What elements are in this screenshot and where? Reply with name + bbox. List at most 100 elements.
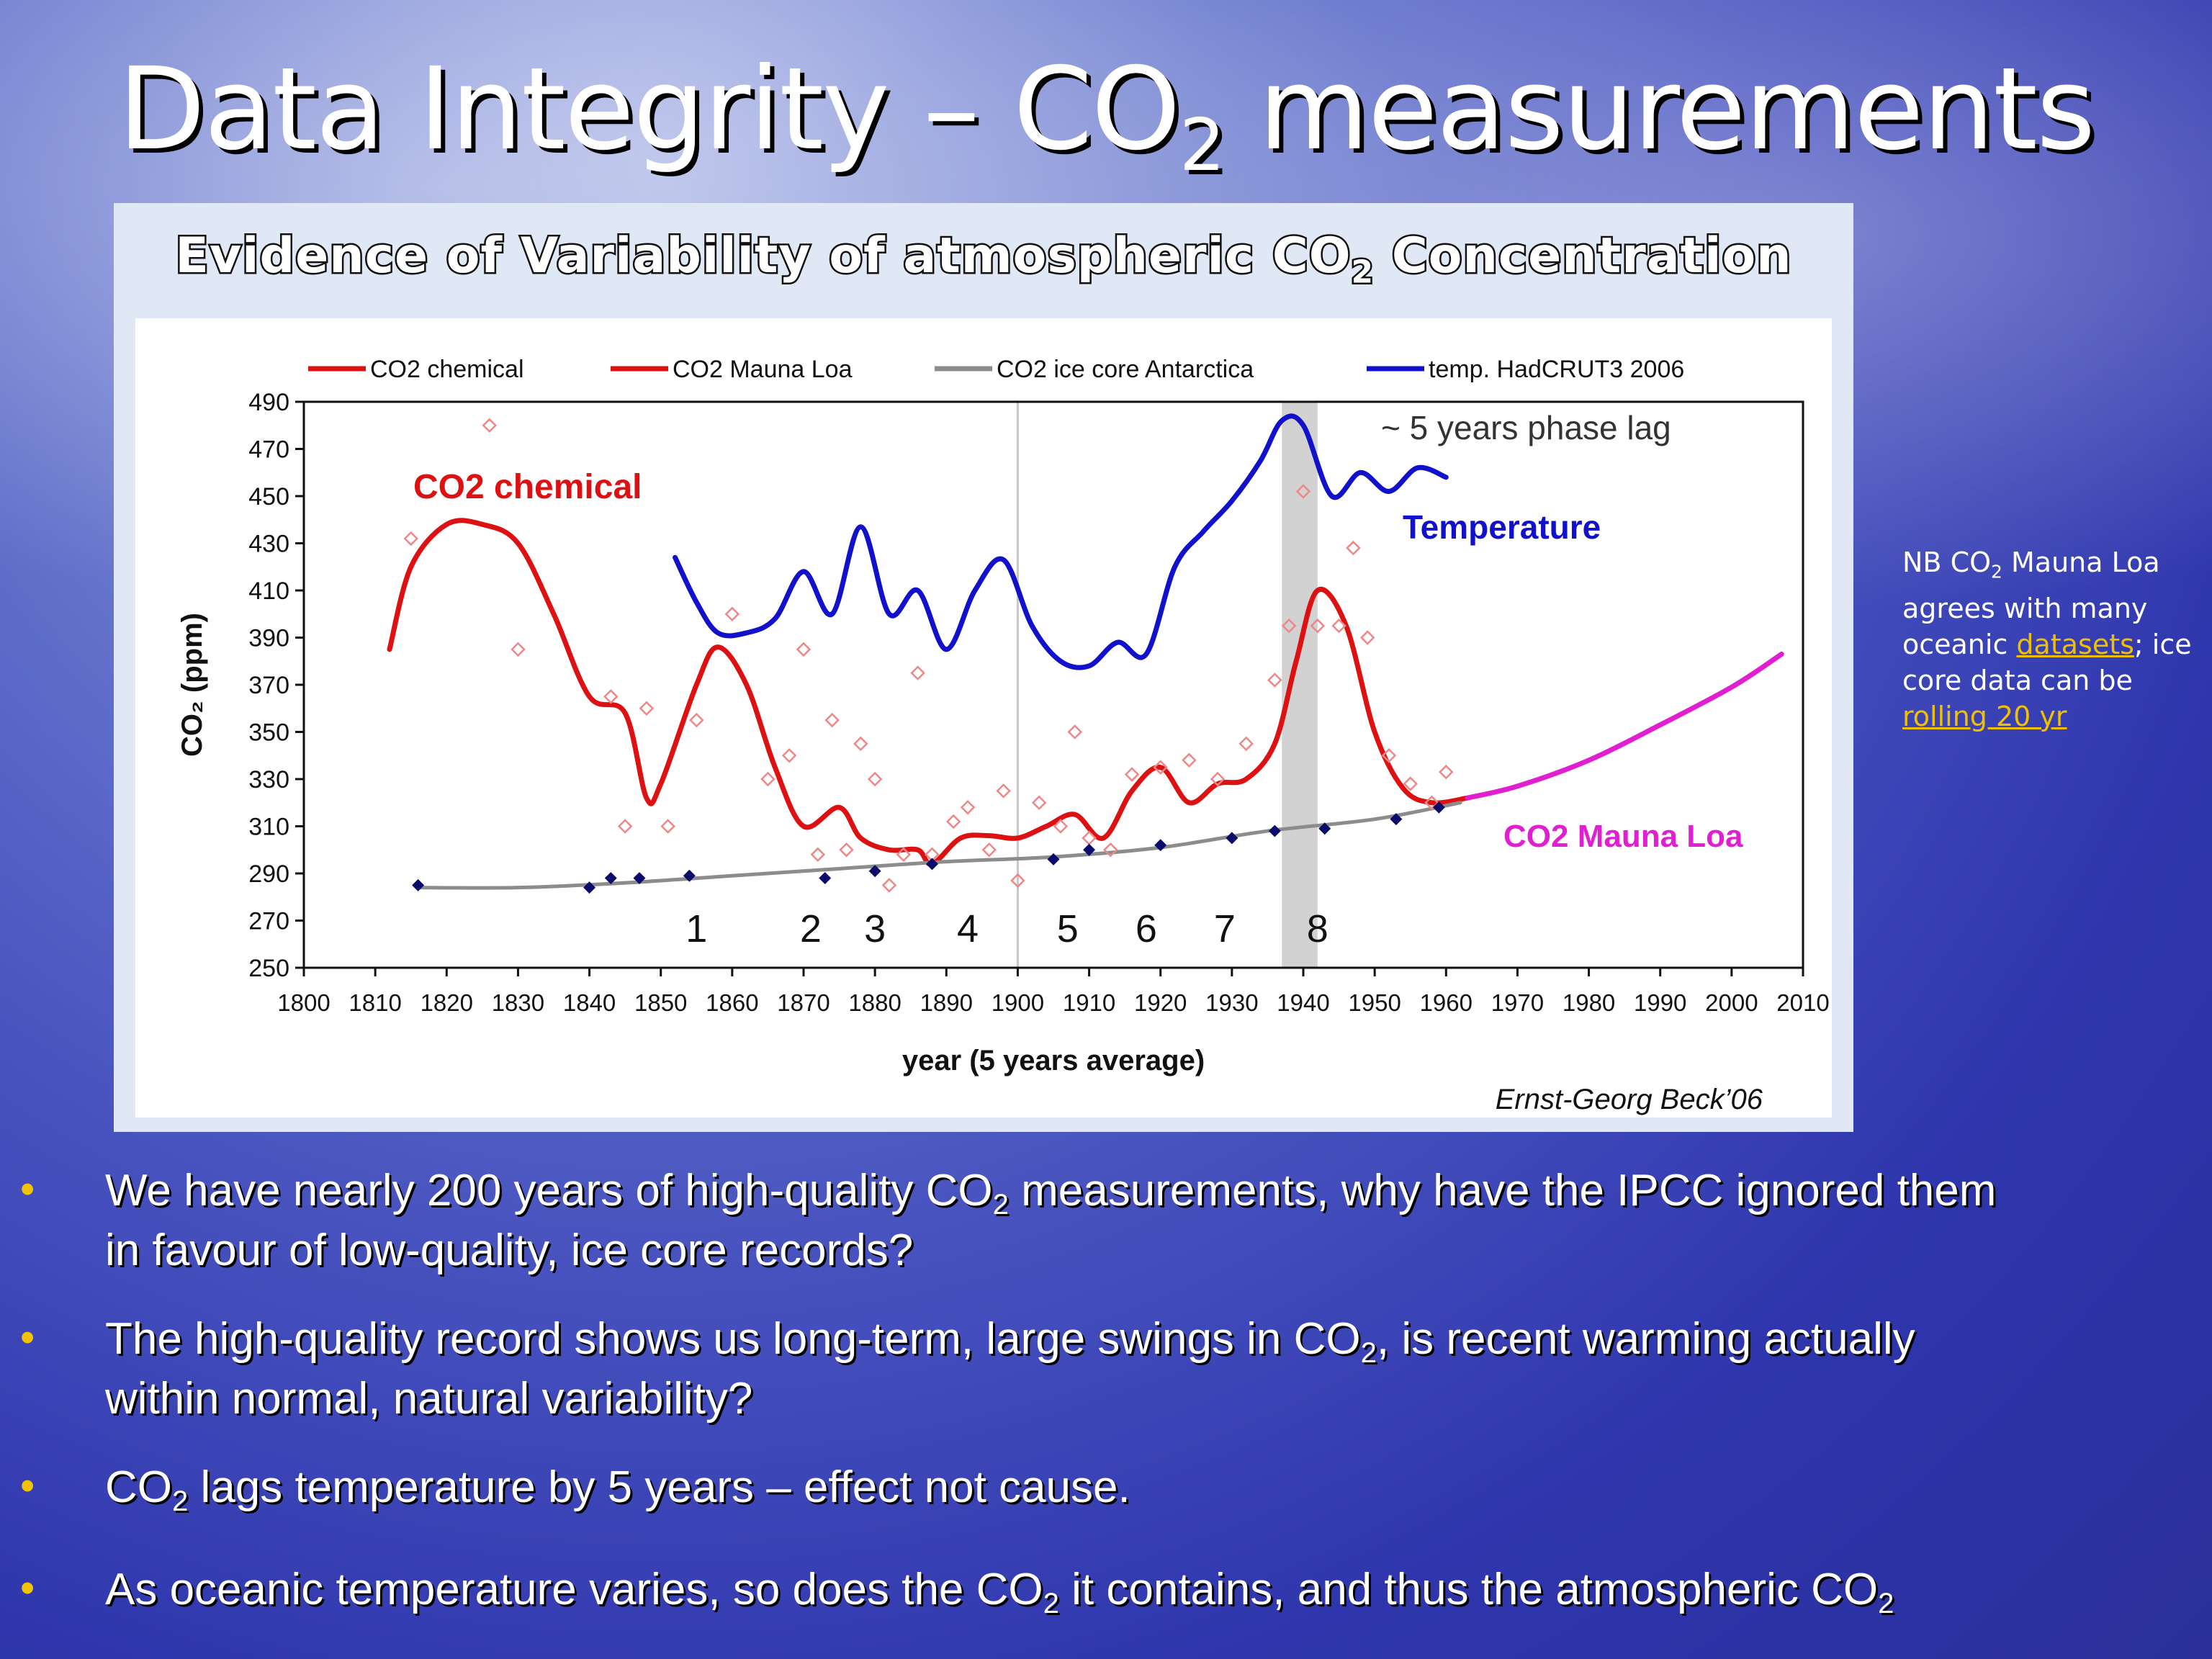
- x-tick-label: 1940: [1277, 989, 1329, 1016]
- x-tick-label: 1890: [920, 989, 973, 1016]
- legend-label: CO2 Mauna Loa: [673, 356, 853, 383]
- x-tick-label: 1830: [492, 989, 544, 1016]
- y-tick-label: 270: [248, 908, 289, 935]
- chemical-point: [1346, 540, 1361, 556]
- chemical-point: [1267, 673, 1282, 688]
- chemical-point: [603, 689, 619, 704]
- chemical-point: [1310, 618, 1326, 634]
- y-tick-label: 250: [248, 955, 289, 982]
- period-number: 8: [1307, 907, 1328, 950]
- rolling-20yr-link[interactable]: rolling 20 yr: [1902, 700, 2067, 732]
- chemical-point: [925, 847, 940, 863]
- bullet-dot-icon: •: [20, 1166, 35, 1213]
- period-number: 3: [864, 907, 886, 950]
- co2-chart: 250 270 290 310 330 350 370 390 410 430 450 470 490 1…: [176, 356, 1830, 1115]
- x-tick-label: 1980: [1563, 989, 1615, 1016]
- chemical-point: [1153, 760, 1168, 775]
- y-tick-label: 410: [248, 577, 289, 605]
- y-tick-label: 290: [248, 860, 289, 888]
- chemical-point: [1082, 830, 1097, 846]
- chemical-point: [1281, 618, 1297, 634]
- chemical-point: [1295, 484, 1311, 499]
- datasets-link[interactable]: datasets: [2016, 628, 2134, 660]
- bullet-dot-icon: •: [20, 1314, 35, 1361]
- chemical-point: [760, 771, 775, 787]
- period-number: 7: [1214, 907, 1236, 950]
- chemical-point: [1238, 736, 1254, 752]
- chemical-point: [945, 814, 961, 830]
- legend-label: temp. HadCRUT3 2006: [1429, 356, 1684, 383]
- chemical-point: [639, 701, 655, 716]
- x-tick-label: 1930: [1205, 989, 1258, 1016]
- x-tick-label: 1800: [277, 989, 330, 1016]
- mauna-loa-label: CO2 Mauna Loa: [1503, 819, 1743, 854]
- x-tick-label: 2000: [1705, 989, 1758, 1016]
- x-tick-label: 1970: [1491, 989, 1544, 1016]
- chemical-point: [881, 878, 897, 893]
- ice-core-point: [633, 872, 646, 885]
- chemical-point: [796, 642, 811, 657]
- chemical-point: [910, 665, 925, 680]
- x-tick-label: 1900: [992, 989, 1044, 1016]
- x-tick-label: 1960: [1420, 989, 1473, 1016]
- chemical-point: [824, 712, 840, 728]
- x-tick-label: 1810: [349, 989, 401, 1016]
- chart-figure: Evidence of Variability of atmospheric C…: [114, 203, 1853, 1132]
- ice-core-point: [1390, 813, 1403, 826]
- period-number: 2: [800, 907, 822, 950]
- chemical-point: [1067, 724, 1082, 739]
- x-tick-label: 1820: [421, 989, 473, 1016]
- temperature-label: Temperature: [1403, 508, 1601, 546]
- legend-label: CO2 ice core Antarctica: [997, 356, 1254, 383]
- series-line: [416, 801, 1462, 890]
- chemical-point: [689, 712, 704, 728]
- x-tick-label: 1850: [634, 989, 687, 1016]
- legend-label: CO2 chemical: [370, 356, 524, 383]
- chemical-point: [1103, 842, 1118, 858]
- ice-core-point: [819, 872, 832, 885]
- ice-core-point: [583, 881, 596, 894]
- period-number: 6: [1136, 907, 1157, 950]
- figure-title: Evidence of Variability of atmospheric C…: [174, 226, 1793, 293]
- x-tick-label: 1910: [1063, 989, 1115, 1016]
- ice-core-point: [1154, 839, 1167, 852]
- series-line: [673, 413, 1449, 670]
- chemical-point: [1031, 795, 1047, 811]
- chemical-point: [1381, 747, 1397, 763]
- x-tick-label: 2010: [1776, 989, 1829, 1016]
- chemical-point: [1439, 764, 1454, 780]
- ice-core-point: [1226, 832, 1238, 845]
- series-line: [1465, 651, 1784, 801]
- ice-core-point: [412, 878, 425, 891]
- chemical-point: [1403, 776, 1418, 791]
- phase-lag-band: [1282, 402, 1318, 968]
- chemical-point: [724, 606, 740, 622]
- y-tick-label: 370: [248, 672, 289, 699]
- chemical-point: [1053, 819, 1069, 834]
- y-tick-label: 430: [248, 531, 289, 558]
- chemical-point: [996, 783, 1011, 799]
- x-tick-label: 1990: [1634, 989, 1686, 1016]
- x-tick-label: 1950: [1348, 989, 1401, 1016]
- y-tick-label: 310: [248, 814, 289, 841]
- bullet-dot-icon: •: [20, 1462, 35, 1509]
- y-tick-label: 330: [248, 766, 289, 793]
- figure-credit: Ernst-Georg Beck’06: [1496, 1084, 1763, 1115]
- x-axis-label: year (5 years average): [902, 1045, 1205, 1076]
- chemical-point: [1124, 767, 1140, 782]
- chemical-point: [960, 800, 976, 815]
- x-tick-label: 1840: [563, 989, 616, 1016]
- chemical-point: [896, 847, 912, 863]
- series-line: [387, 518, 1470, 867]
- x-tick-label: 1920: [1134, 989, 1187, 1016]
- chemical-point: [1010, 873, 1025, 889]
- chemical-point: [810, 847, 826, 863]
- bullet-dot-icon: •: [20, 1565, 35, 1611]
- phase-lag-annotation: ~ 5 years phase lag: [1381, 409, 1671, 446]
- y-tick-label: 490: [248, 389, 289, 416]
- ice-core-point: [1268, 824, 1281, 837]
- chemical-point: [867, 771, 883, 787]
- chemical-point: [1359, 630, 1375, 645]
- period-number: 4: [957, 907, 979, 950]
- chemical-point: [660, 819, 675, 834]
